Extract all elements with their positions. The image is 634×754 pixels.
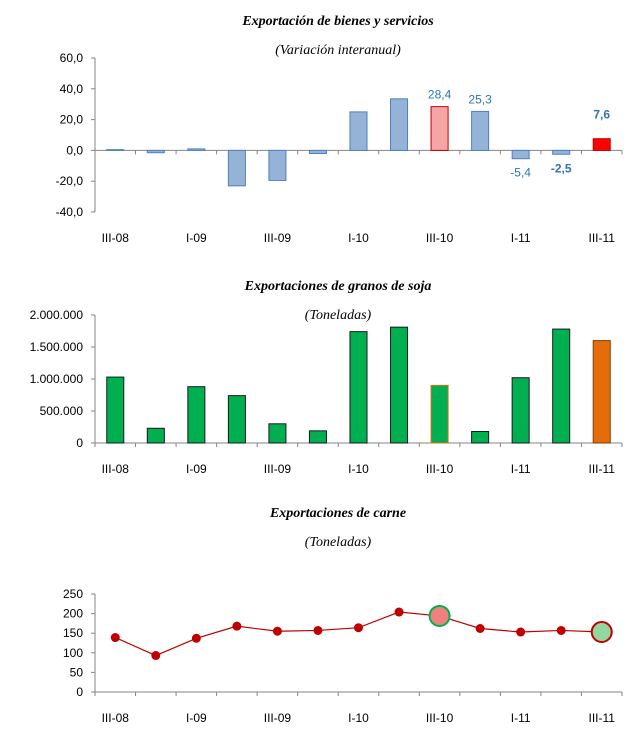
y-tick-label: 60,0: [60, 51, 84, 65]
x-tick-label: I-11: [511, 462, 531, 476]
data-point: [394, 607, 404, 617]
data-label: 25,3: [468, 92, 492, 106]
meat-exports-chart: Exportaciones de carne (Toneladas) 250 20…: [63, 506, 623, 725]
bar: [430, 384, 449, 444]
x-tick-label: III-11: [588, 231, 615, 245]
data-label: -5,4: [510, 166, 531, 180]
x-tick-label: III-08: [102, 711, 130, 725]
bar: [308, 430, 327, 444]
x-tick-label: III-08: [102, 231, 130, 245]
data-point: [110, 633, 120, 643]
bar: [592, 340, 611, 444]
bar: [430, 106, 449, 151]
bar: [106, 376, 125, 444]
y-tick-label: 0,0: [66, 143, 83, 157]
y-tick-label: 200: [63, 607, 83, 621]
y-tick-label: 40,0: [60, 82, 84, 96]
data-point: [354, 623, 363, 633]
data-point: [151, 651, 161, 661]
bar: [511, 377, 530, 444]
bar: [268, 149, 287, 181]
data-point: [272, 626, 282, 636]
bar: [146, 149, 165, 154]
x-tick-label: III-09: [264, 231, 292, 245]
bar: [268, 423, 287, 444]
x-tick-label: III-08: [102, 462, 130, 476]
y-tick-label: 500.000: [40, 404, 84, 418]
x-tick-label: I-11: [511, 231, 531, 245]
x-tick-label: III-10: [426, 462, 454, 476]
x-tick-label: III-10: [426, 231, 454, 245]
chart3-subtitle: (Toneladas): [305, 535, 372, 550]
series-line: [115, 611, 602, 657]
x-tick-label: I-10: [348, 231, 369, 245]
data-point: [475, 623, 485, 633]
y-tick-label: 20,0: [60, 113, 84, 127]
data-point: [556, 625, 566, 635]
bar: [552, 328, 571, 444]
bar: [187, 148, 206, 151]
x-tick-label: III-10: [426, 711, 454, 725]
chart3-title: Exportaciones de carne: [269, 506, 406, 521]
data-point: [232, 621, 242, 631]
highlight-point: [590, 621, 613, 644]
bar: [187, 386, 206, 444]
exports-goods-services-chart: Exportación de bienes y servicios (Varia…: [56, 14, 623, 245]
bar: [349, 111, 368, 151]
data-point: [313, 625, 323, 635]
x-tick-label: I-10: [348, 711, 369, 725]
bar: [227, 149, 246, 187]
y-tick-label: 250: [63, 587, 83, 601]
y-tick-label: 0: [76, 685, 83, 699]
x-tick-label: I-09: [186, 462, 207, 476]
x-tick-label: III-09: [264, 462, 292, 476]
y-tick-label: 1.000.000: [30, 372, 84, 386]
bar: [471, 430, 490, 444]
data-label: 7,6: [593, 108, 610, 122]
bar: [471, 110, 490, 151]
y-tick-label: 100: [63, 646, 83, 660]
chart2-subtitle: (Toneladas): [305, 308, 372, 323]
y-tick-label: 150: [63, 626, 83, 640]
x-tick-label: I-09: [186, 711, 207, 725]
chart1-subtitle: (Variación interanual): [275, 43, 401, 58]
bar: [552, 149, 571, 155]
bar: [592, 138, 611, 151]
y-tick-label: 2.000.000: [30, 308, 84, 322]
x-tick-label: III-11: [588, 711, 615, 725]
x-tick-label: III-11: [588, 462, 615, 476]
y-tick-label: 0: [76, 436, 83, 450]
highlight-point: [428, 604, 451, 627]
bar: [511, 149, 530, 160]
bar: [227, 395, 246, 444]
chart1-title: Exportación de bienes y servicios: [241, 14, 434, 29]
data-label: -2,5: [551, 161, 572, 175]
y-tick-label: 1.500.000: [30, 340, 84, 354]
x-tick-label: III-09: [264, 711, 292, 725]
data-point: [516, 627, 526, 637]
y-tick-label: -40,0: [56, 205, 84, 219]
y-tick-label: 50: [70, 665, 84, 679]
y-tick-label: -20,0: [56, 174, 84, 188]
x-tick-label: I-11: [511, 711, 531, 725]
data-point: [191, 633, 201, 643]
bar: [106, 149, 125, 151]
bar: [390, 98, 409, 151]
bar: [308, 149, 327, 154]
chart2-title: Exportaciones de granos de soja: [244, 279, 432, 294]
x-tick-label: I-10: [348, 462, 369, 476]
soybean-exports-chart: Exportaciones de granos de soja (Tonelad…: [30, 279, 623, 476]
data-label: 28,4: [428, 88, 452, 102]
x-tick-label: I-09: [186, 231, 207, 245]
bar: [390, 326, 409, 444]
bar: [146, 427, 165, 444]
bar: [349, 331, 368, 444]
